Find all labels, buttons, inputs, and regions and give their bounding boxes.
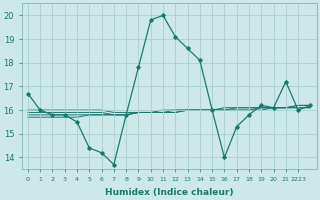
X-axis label: Humidex (Indice chaleur): Humidex (Indice chaleur)	[105, 188, 233, 197]
